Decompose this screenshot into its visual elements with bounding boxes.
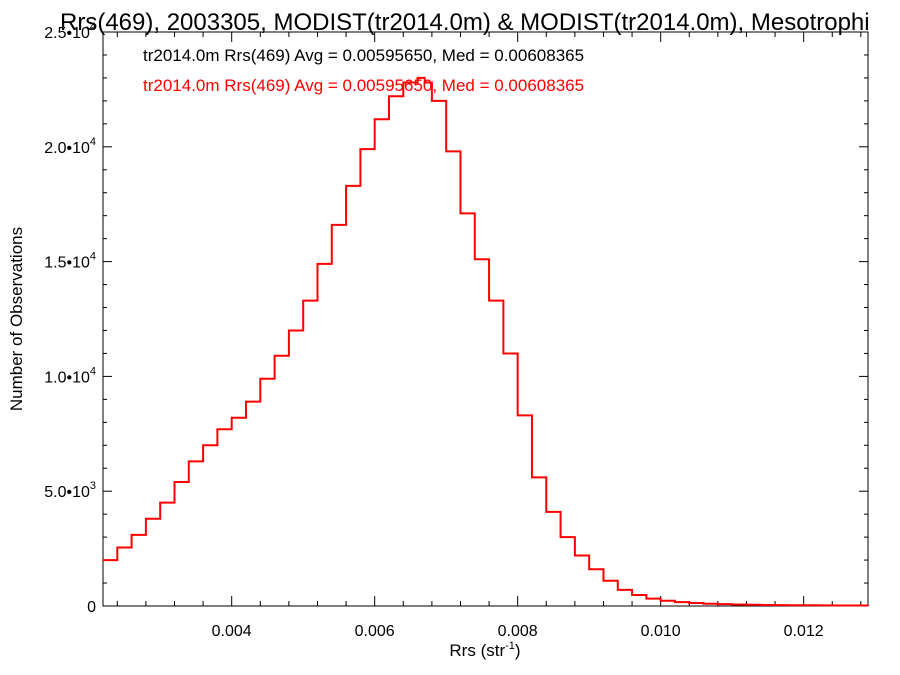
x-axis-label: Rrs (str-1) — [449, 640, 520, 660]
data-series — [102, 76, 869, 607]
data-point — [559, 536, 562, 538]
data-point — [302, 300, 304, 302]
data-point — [817, 604, 819, 607]
data-point — [259, 378, 261, 380]
data-point — [231, 417, 233, 419]
y-axis-label: Number of Observations — [7, 227, 26, 411]
x-tick-label: 0.006 — [355, 623, 395, 640]
y-tick-label: 1.0•104 — [44, 365, 96, 386]
data-point — [316, 263, 319, 265]
y-tick-label: 2.0•104 — [44, 136, 96, 157]
data-point — [288, 329, 290, 332]
data-point — [517, 414, 519, 417]
annotation-average-red: tr2014.0m Rrs(469) Avg = 0.00595650, Med… — [143, 76, 584, 95]
y-tick-label: 2.5•104 — [44, 21, 96, 42]
data-point — [660, 600, 662, 602]
x-tick-label: 0.004 — [212, 623, 252, 640]
data-point — [474, 258, 476, 260]
data-point — [831, 604, 833, 607]
x-axis-label-sup: -1 — [505, 640, 515, 652]
data-point — [574, 554, 576, 557]
annotation-average-black: tr2014.0m Rrs(469) Avg = 0.00595650, Med… — [143, 46, 584, 65]
data-point — [502, 352, 504, 355]
data-point — [617, 589, 619, 591]
data-point — [116, 546, 118, 549]
data-point — [245, 401, 247, 403]
y-tick-label: 0 — [87, 599, 96, 616]
data-point — [159, 502, 161, 504]
y-tick-label: 5.0•103 — [44, 480, 96, 501]
data-point — [273, 355, 276, 357]
data-point — [631, 594, 633, 596]
x-tick-label: 0.012 — [784, 623, 824, 640]
data-point — [102, 559, 104, 561]
data-point — [602, 580, 605, 582]
data-point — [345, 185, 347, 187]
data-point — [788, 604, 790, 606]
data-point — [402, 81, 404, 84]
data-point — [130, 534, 133, 536]
x-axis-label-close: ) — [515, 641, 521, 660]
data-point — [416, 77, 419, 79]
data-point — [760, 604, 762, 606]
plot-frame — [102, 31, 869, 607]
data-point — [488, 300, 490, 302]
data-point — [731, 603, 733, 606]
data-point — [173, 481, 176, 483]
data-point — [188, 460, 190, 462]
x-tick-label: 0.010 — [641, 623, 681, 640]
data-point — [702, 603, 705, 605]
data-point — [431, 100, 433, 102]
data-point — [424, 81, 426, 84]
data-point — [688, 602, 690, 604]
data-point — [545, 511, 547, 513]
data-point — [588, 568, 590, 570]
data-point — [445, 150, 447, 152]
data-point — [331, 224, 333, 226]
x-axis-label-base: Rrs (str — [449, 641, 505, 660]
data-point — [674, 601, 676, 603]
data-point — [645, 598, 647, 600]
data-point — [867, 605, 869, 607]
x-axis: 0.004 0.006 0.008 0.010 0.012 — [116, 32, 862, 640]
data-point — [216, 428, 218, 430]
data-point — [459, 212, 462, 214]
data-point — [774, 604, 776, 606]
x-tick-label: 0.008 — [498, 623, 538, 640]
data-point — [745, 604, 748, 606]
data-point — [359, 148, 361, 150]
data-point — [531, 476, 533, 479]
data-point — [388, 95, 390, 97]
data-point — [145, 518, 147, 520]
data-point — [202, 444, 204, 446]
data-point — [717, 603, 719, 605]
data-point — [803, 604, 805, 606]
y-tick-label: 1.5•104 — [44, 251, 96, 272]
data-point — [374, 118, 376, 120]
data-point — [845, 604, 848, 607]
